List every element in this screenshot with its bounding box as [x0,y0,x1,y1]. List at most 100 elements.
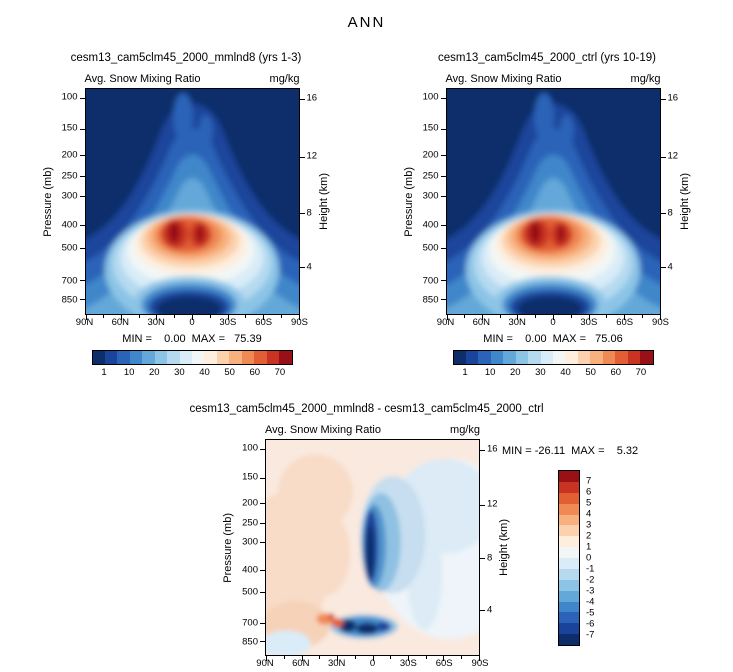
colorbar-cell [179,351,192,364]
pressure-tickmark [79,196,85,198]
pressure-tick-label: 100 [242,441,258,453]
height-tick-label: 12 [487,498,498,510]
pressure-tickmark [260,448,265,450]
colorbar-cell [615,351,628,364]
height-axis-title-text: Height (km) [678,173,691,230]
height-tick-label: 12 [306,150,318,162]
height-tickmark [299,266,305,268]
colorbar-cell [559,471,579,482]
pressure-tickmark [79,155,85,157]
colorbar-label: 1 [462,367,468,378]
lat-tickmark [479,656,480,661]
colorbar-cell [559,514,579,526]
colorbar-cell [216,351,230,364]
units-label: mg/kg [450,424,480,436]
pressure-tickmark [440,196,446,198]
case1-panel: cesm13_cam5clm45_2000_mmlnd8 (yrs 1-3) P… [41,52,332,379]
colorbar-label: -1 [586,563,595,575]
colorbar-cell [129,351,143,364]
lat-tickmark [156,315,158,320]
colorbar-label: 4 [586,508,592,520]
colorbar-label: 50 [224,367,235,378]
pressure-tickmark [260,640,265,642]
colorbar-cell [503,351,516,364]
lat-minor-tickmark [461,656,463,659]
colorbar-cell [553,351,566,364]
lat-minor-tickmark [570,315,572,318]
lat-tickmark [517,315,519,320]
pressure-tick-label: 400 [61,219,78,231]
pressure-tick-label: 200 [61,149,78,161]
colorbar-cell [279,351,292,364]
colorbar-cell [453,351,466,364]
plot-subheader: Avg. Snow Mixing Ratio mg/kg [265,421,480,439]
lat-minor-tickmark [425,656,427,659]
pressure-tick-label: 700 [422,275,439,287]
lat-tick-label: 90N [256,658,274,669]
field-label: Avg. Snow Mixing Ratio [265,424,381,436]
colorbar-label: 50 [585,367,596,378]
difference-panel: Pressure (mb) 100 150 200 250 300 400 500 700 85… [221,421,512,669]
difference-legend: MIN = -26.11 MAX = 5.32 7 6 5 4 3 2 1 0 -1 -2 -3 -4… [502,445,638,646]
colorbar-label: 70 [635,367,647,378]
colorbar-label: 5 [586,497,592,509]
colorbar-cell [192,351,205,364]
height-tickmark [660,266,666,268]
pressure-tickmark [440,247,446,249]
case2-plot-grid: Pressure (mb) 100 150 200 250 300 400 500 700 85… [402,70,693,328]
case2-min-max-stats: MIN = 0.00 MAX = 75.06 [483,333,623,345]
colorbar-cell [465,351,479,364]
colorbar-label: -3 [586,585,595,597]
lat-minor-tickmark [319,656,321,659]
pressure-tick-label: 500 [61,242,78,254]
height-axis-title: Height (km) [316,88,332,315]
pressure-tick-label: 700 [242,617,258,629]
lat-minor-tickmark [280,315,282,318]
height-tick-label: 8 [487,552,493,564]
colorbar-cell [229,351,242,364]
lat-tickmark [301,656,303,661]
lat-minor-tickmark [138,315,140,318]
lat-tickmark [192,315,193,320]
height-tick-labels: 16 12 8 4 [661,88,679,315]
lat-minor-tickmark [354,656,356,659]
pressure-axis-title-text: Pressure (mb) [41,166,54,237]
lat-minor-tickmark [390,656,392,659]
lat-tick-label: 60S [255,317,273,328]
lat-tickmark [121,315,122,320]
colorbar-label: 60 [249,367,261,378]
case1-plot-grid: Pressure (mb) 100 150 200 250 300 400 500 700 85… [41,70,332,328]
colorbar-label: 10 [123,367,135,378]
lat-tickmark [446,315,448,320]
colorbar-cell [154,351,168,364]
pressure-tickmark [440,128,446,130]
pressure-axis-title-text: Pressure (mb) [402,166,415,237]
colorbar-cell [559,601,579,613]
lat-tick-label: 90S [291,317,308,328]
height-tick-label: 16 [667,92,679,104]
colorbar-cell [640,351,653,364]
lat-tickmark [266,656,267,661]
plot-subheader: Avg. Snow Mixing Ratio mg/kg [85,70,300,88]
colorbar-cell [559,634,579,645]
pressure-tickmark [440,98,446,99]
case2-contour-field-svg [446,89,660,314]
pressure-tick-label: 100 [422,91,439,103]
pressure-tickmark [79,247,85,249]
pressure-tick-label: 200 [422,149,439,161]
pressure-tickmark [260,569,265,571]
pressure-tick-label: 300 [242,536,258,548]
colorbar-cell [478,351,491,364]
height-tickmark [480,558,485,560]
colorbar-label: 0 [586,552,592,564]
colorbar-label: 6 [586,486,592,498]
lat-tick-label: 90N [75,317,94,328]
pressure-tick-label: 200 [242,497,258,509]
colorbar-cell [602,351,616,364]
lat-tick-label: 0 [550,317,556,328]
case1-contour-plot [79,88,305,320]
colorbar-label: -2 [586,574,595,586]
case1-title: cesm13_cam5clm45_2000_mmlnd8 (yrs 1-3) [70,52,302,64]
colorbar-cell [565,351,578,364]
lat-tick-label: 30N [147,317,165,328]
